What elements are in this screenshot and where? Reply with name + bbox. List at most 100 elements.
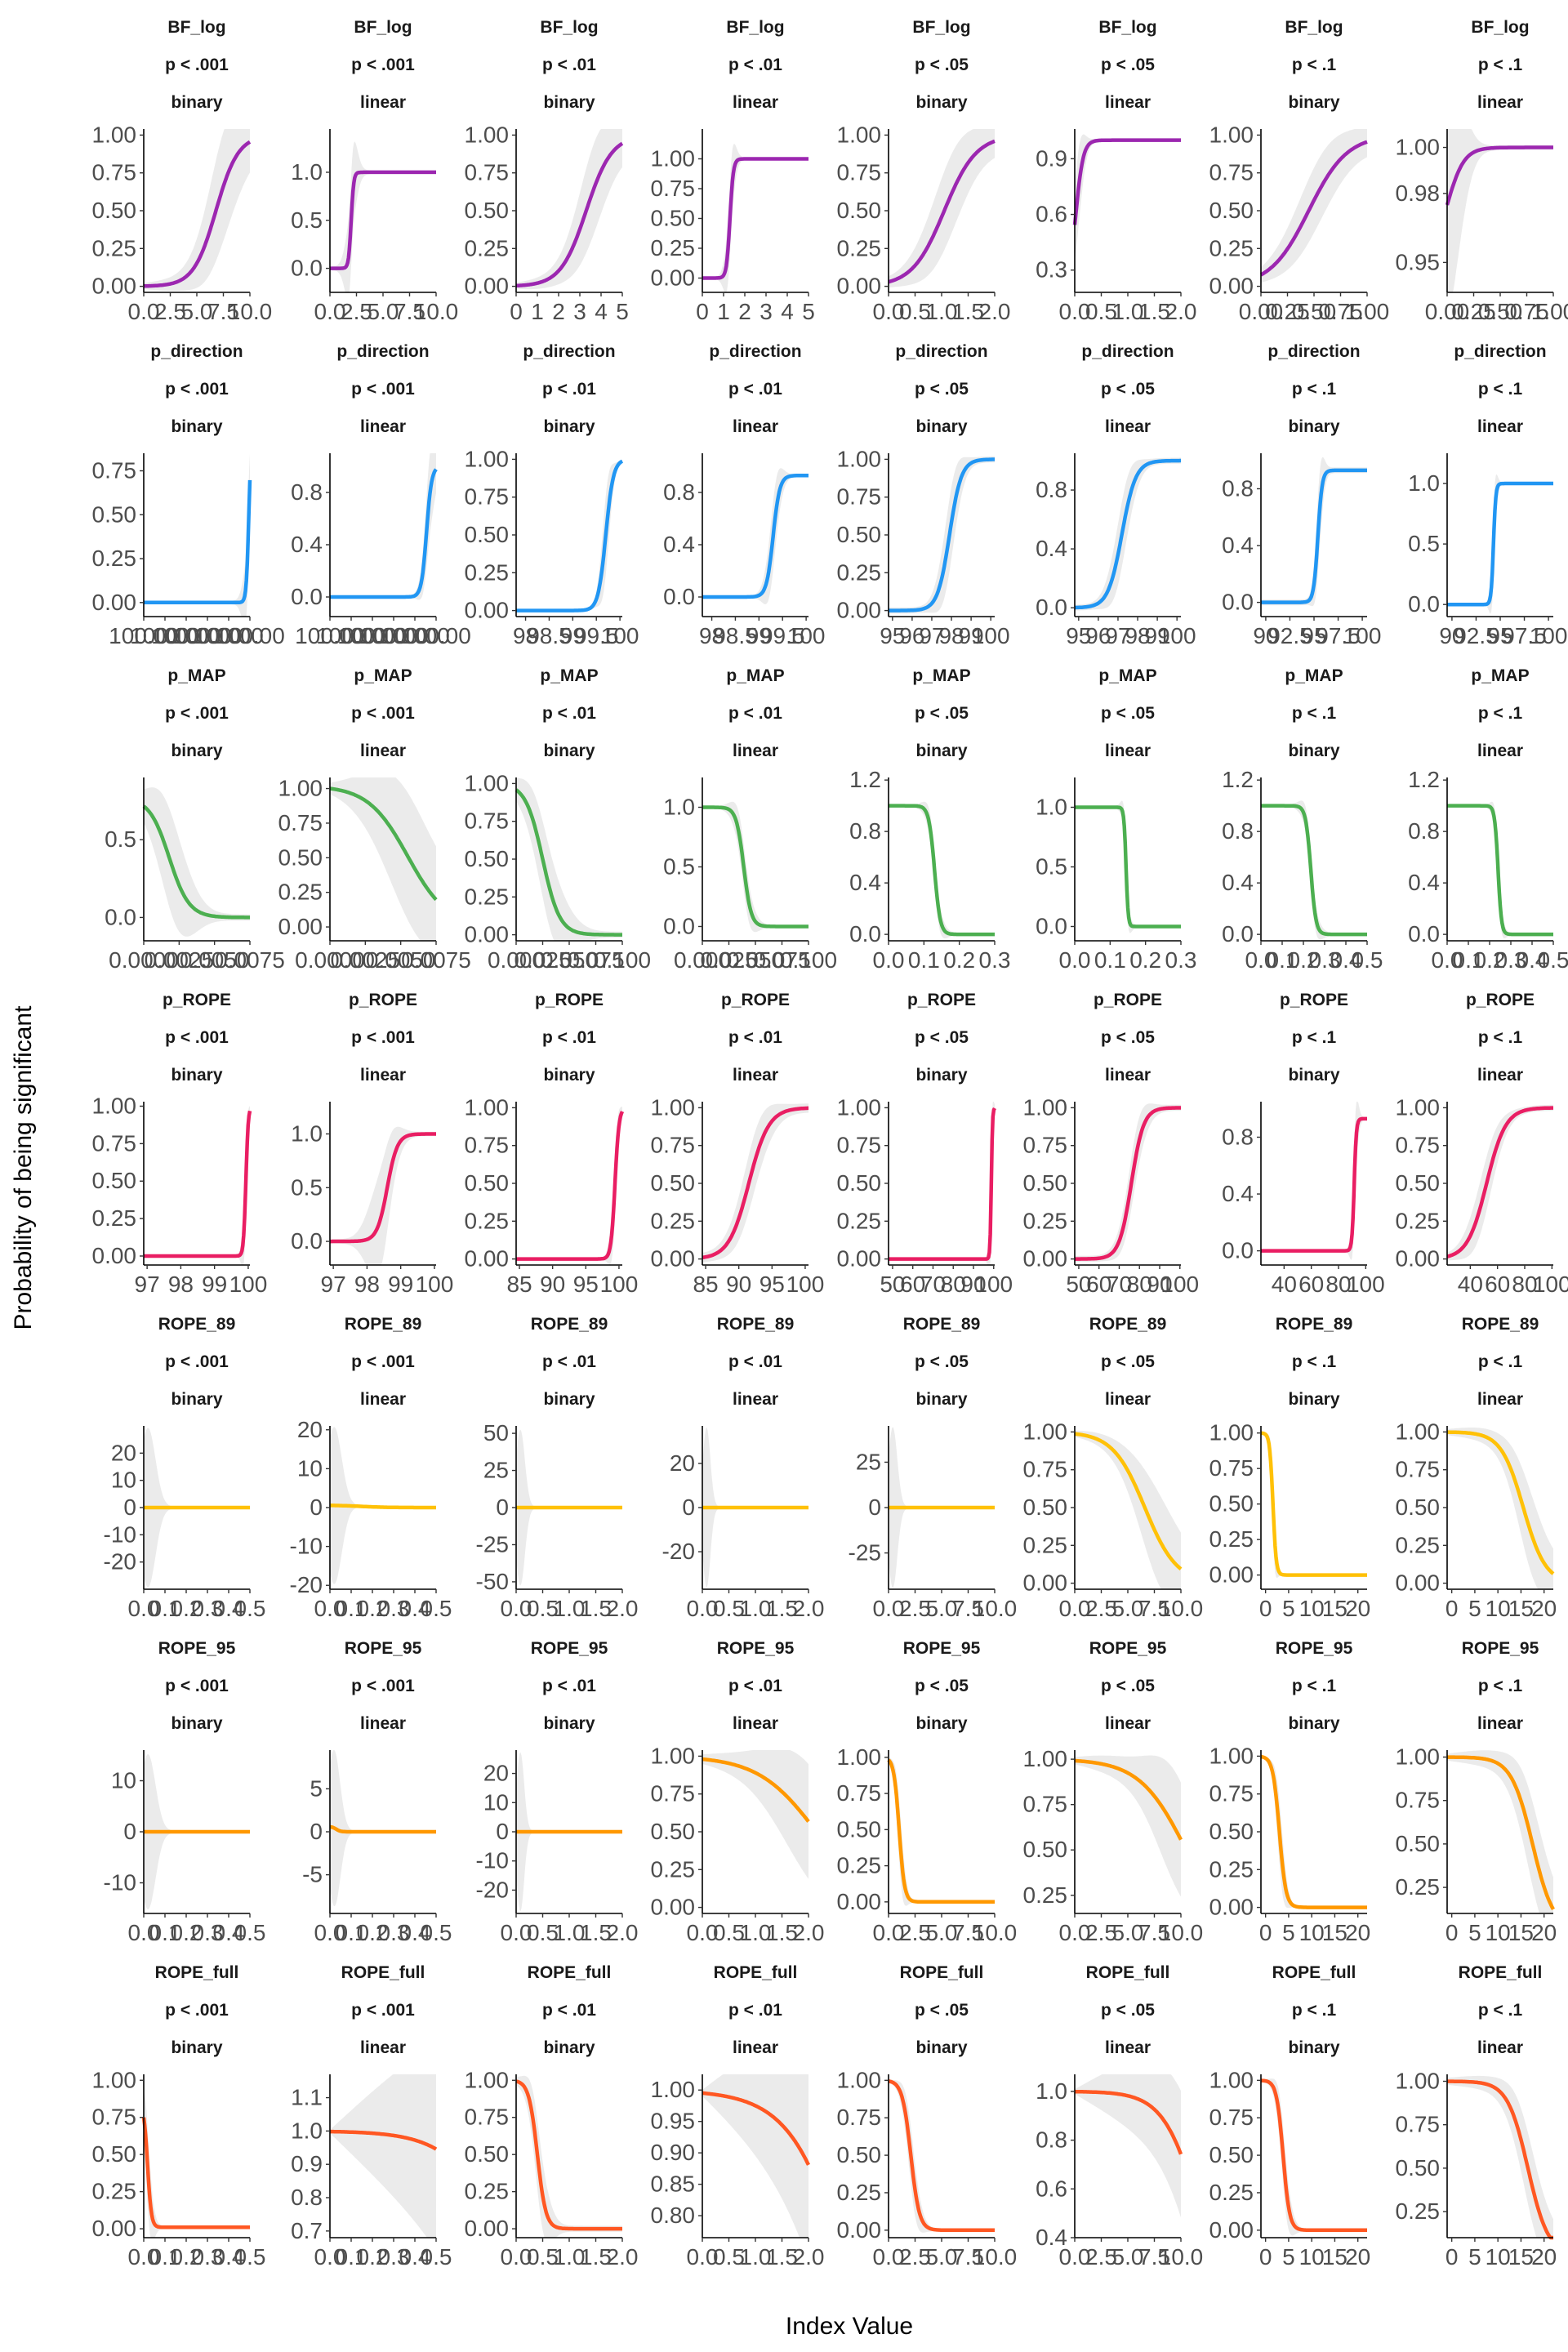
facet-5-3-line — [701, 1757, 810, 1823]
facet-0-1-xtick-label-1: 2.5 — [341, 299, 372, 324]
facet-2-0-ribbon — [144, 787, 250, 937]
facet-0-0-xtick-label-0: 0.0 — [128, 299, 160, 324]
facet-4-7-strip-model: linear — [1477, 1390, 1523, 1409]
facet-2-5-xtick-label-1: 0.1 — [1094, 947, 1126, 973]
facet-5-6-ytick-label-0: 0.00 — [1209, 1895, 1254, 1920]
facet-1-7-ytick-label-1: 0.5 — [1408, 531, 1440, 556]
facet-3-4-ribbon — [889, 1102, 995, 1265]
facet-3-3-xtick-label-0: 85 — [693, 1272, 718, 1297]
facet-6-5-ytick-label-1: 0.6 — [1036, 2176, 1067, 2201]
facet-1-4-strip-threshold: p < .05 — [915, 380, 969, 399]
facet-1-1-xtick-label-4: 100.00 — [380, 623, 450, 648]
facet-1-4-xtick-label-3: 98 — [938, 623, 964, 648]
facet-0-5-strip-threshold: p < .05 — [1101, 56, 1155, 74]
facet-4-6-line — [1259, 1431, 1369, 1577]
facet-4-2-strip-model: binary — [543, 1390, 595, 1409]
facet-4-2-strip-index: ROPE_89 — [531, 1315, 608, 1334]
facet-6-4-strip-threshold: p < .05 — [915, 2001, 969, 2020]
facet-3-6-strip-index: p_ROPE — [1280, 991, 1348, 1009]
facet-4-4-xtick-label-1: 2.5 — [899, 1596, 931, 1621]
facet-4-5-ytick-label-3: 0.75 — [1023, 1457, 1068, 1482]
facet-2-3-strip-model: linear — [733, 742, 778, 760]
facet-5-3-xtick-label-1: 0.5 — [713, 1920, 745, 1945]
facet-6-1-ytick-label-3: 1.0 — [291, 2118, 323, 2143]
facet-2-4-ytick-label-1: 0.4 — [849, 870, 881, 895]
facet-6-5-xtick-label-1: 2.5 — [1085, 2244, 1117, 2270]
facet-5-4-xtick-label-1: 2.5 — [899, 1920, 931, 1945]
facet-6-7-ribbon — [1447, 2075, 1553, 2238]
facet-3-3-ribbon — [702, 1103, 808, 1263]
facet-2-7-ytick-label-1: 0.4 — [1408, 870, 1440, 895]
facet-0-0-strip-model: binary — [171, 93, 222, 112]
facet-5-6-ytick-label-1: 0.25 — [1209, 1856, 1254, 1882]
facet-1-1-ytick-label-1: 0.4 — [291, 532, 323, 557]
facet-4-3-xtick-label-4: 2.0 — [793, 1596, 825, 1621]
facet-0-7-xtick-label-1: 0.25 — [1451, 299, 1496, 324]
facet-4-5-ytick-label-0: 0.00 — [1023, 1570, 1068, 1596]
facet-2-1-strip-model: linear — [360, 742, 406, 760]
facet-2-6-ribbon — [1261, 800, 1367, 940]
facet-0-3-xtick-label-3: 3 — [760, 299, 773, 324]
facet-6-2-xtick-label-1: 0.5 — [527, 2244, 559, 2270]
facet-3-5-strip-threshold: p < .05 — [1101, 1028, 1155, 1047]
facet-1-3-xtick-label-4: 100 — [787, 623, 826, 648]
facet-1-3-strip-model: linear — [733, 417, 778, 436]
facet-2-2-xtick-label-4: 0.100 — [594, 947, 651, 973]
facet-5-2-ytick-label-0: -20 — [476, 1877, 509, 1902]
facet-2-1-ribbon — [330, 777, 436, 941]
facet-6-3-xtick-label-2: 1.0 — [740, 2244, 772, 2270]
facet-4-7-strip-index: ROPE_89 — [1462, 1315, 1539, 1334]
facet-6-1-xtick-label-1: 0.1 — [336, 2244, 368, 2270]
facet-2-3-strip-threshold: p < .01 — [728, 704, 782, 723]
facet-6-7-line — [1446, 2079, 1555, 2240]
facet-0-6-ytick-label-3: 0.75 — [1209, 160, 1254, 185]
facet-6-7-xtick-label-0: 0 — [1446, 2244, 1459, 2270]
facet-5-4-ytick-label-0: 0.00 — [837, 1889, 882, 1914]
facet-6-0-xtick-label-4: 0.4 — [213, 2244, 245, 2270]
facet-4-4-ytick-label-0: -25 — [849, 1540, 881, 1566]
facet-4-6-ytick-label-2: 0.50 — [1209, 1491, 1254, 1517]
facet-4-5-strip-threshold: p < .05 — [1101, 1352, 1155, 1371]
facet-3-6-xtick-label-0: 40 — [1272, 1272, 1297, 1297]
facet-5-4-xtick-label-4: 10.0 — [973, 1920, 1018, 1945]
facet-3-0-ytick-label-3: 0.75 — [92, 1130, 137, 1156]
facet-2-4-xtick-label-0: 0.0 — [873, 947, 905, 973]
facet-3-2-xtick-label-0: 85 — [506, 1272, 532, 1297]
facet-1-0-xtick-label-4: 100.00 — [194, 623, 264, 648]
facet-3-6-xtick-label-1: 60 — [1298, 1272, 1324, 1297]
facet-1-1-ribbon — [330, 453, 436, 600]
facet-1-4-ribbon — [889, 456, 995, 614]
facet-2-5-strip-threshold: p < .05 — [1101, 704, 1155, 723]
facet-1-6-line — [1259, 468, 1369, 604]
facet-6-0-xtick-label-5: 0.5 — [234, 2244, 266, 2270]
facet-0-2-strip-model: binary — [543, 93, 595, 112]
facet-5-2-ytick-label-1: -10 — [476, 1848, 509, 1873]
facet-1-6-ytick-label-0: 0.0 — [1222, 590, 1254, 615]
facet-1-6-strip-index: p_direction — [1267, 342, 1360, 361]
facet-1-5-xtick-label-5: 100 — [1158, 623, 1196, 648]
facet-2-6-xtick-label-1: 0.1 — [1267, 947, 1298, 973]
facet-5-3-xtick-label-2: 1.0 — [740, 1920, 772, 1945]
facet-2-6-ytick-label-2: 0.8 — [1222, 818, 1254, 844]
facet-2-6-ytick-label-0: 0.0 — [1222, 921, 1254, 947]
facet-3-4-xtick-label-1: 60 — [900, 1272, 925, 1297]
facet-3-6-ytick-label-2: 0.8 — [1222, 1124, 1254, 1149]
facet-4-0-xtick-label-5: 0.5 — [234, 1596, 266, 1621]
facet-4-1-ytick-label-4: 20 — [297, 1417, 323, 1442]
facet-2-4-xtick-label-1: 0.1 — [908, 947, 940, 973]
facet-3-5-ytick-label-3: 0.75 — [1023, 1133, 1068, 1158]
facet-0-2-xtick-label-1: 1 — [531, 299, 544, 324]
facet-4-6-strip-model: binary — [1288, 1390, 1339, 1409]
facet-2-2-ribbon — [516, 777, 622, 941]
facet-4-6-xtick-label-1: 5 — [1282, 1596, 1295, 1621]
facet-0-1-xtick-label-3: 7.5 — [394, 299, 425, 324]
facet-3-7-ytick-label-2: 0.50 — [1396, 1170, 1441, 1196]
facet-0-3-ytick-label-1: 0.25 — [651, 235, 696, 261]
facet-3-0-strip-index: p_ROPE — [163, 991, 231, 1009]
facet-2-5-xtick-label-3: 0.3 — [1165, 947, 1197, 973]
facet-0-7-ytick-label-2: 1.00 — [1396, 135, 1441, 160]
facet-3-1-ytick-label-2: 1.0 — [291, 1120, 323, 1146]
facet-4-2-xtick-label-1: 0.5 — [527, 1596, 559, 1621]
facet-5-5-xtick-label-0: 0.0 — [1059, 1920, 1091, 1945]
